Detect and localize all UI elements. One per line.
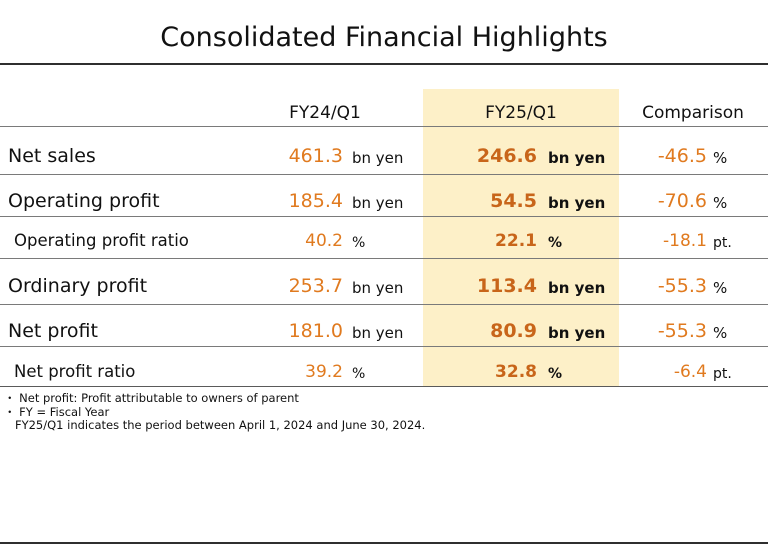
fy25-value: 246.6 bbox=[476, 145, 537, 167]
fy24-unit: % bbox=[352, 235, 366, 251]
fy24-value: 253.7 bbox=[288, 275, 343, 297]
comparison-unit: % bbox=[713, 324, 728, 342]
comparison-value: -46.5 bbox=[657, 145, 707, 167]
fy24-value: 185.4 bbox=[288, 190, 343, 212]
row-divider bbox=[0, 216, 768, 217]
row-divider bbox=[0, 346, 768, 347]
footnotes: ・ Net profit: Profit attributable to own… bbox=[4, 391, 426, 433]
column-header-fy24: FY24/Q1 bbox=[289, 103, 361, 123]
fy25-value: 22.1 bbox=[495, 231, 537, 251]
fy25-highlight-column bbox=[423, 89, 619, 386]
header-divider bbox=[0, 126, 768, 127]
column-header-fy25: FY25/Q1 bbox=[485, 103, 557, 123]
fy24-value: 461.3 bbox=[288, 145, 343, 167]
fy25-value: 54.5 bbox=[490, 190, 537, 212]
bottom-rule bbox=[0, 542, 768, 544]
comparison-value: -55.3 bbox=[657, 320, 707, 342]
fy24-unit: bn yen bbox=[352, 324, 404, 342]
row-divider bbox=[0, 174, 768, 175]
comparison-unit: % bbox=[713, 149, 728, 167]
footnote-period: FY25/Q1 indicates the period between Apr… bbox=[4, 418, 426, 432]
fy24-value: 181.0 bbox=[288, 320, 343, 342]
fy24-value: 39.2 bbox=[305, 362, 343, 382]
comparison-value: -70.6 bbox=[657, 190, 707, 212]
fy24-unit: bn yen bbox=[352, 194, 404, 212]
comparison-value: -6.4 bbox=[673, 362, 707, 382]
row-label: Net sales bbox=[8, 145, 96, 167]
comparison-unit: % bbox=[713, 194, 728, 212]
title-bar: Consolidated Financial Highlights bbox=[0, 0, 768, 65]
fy24-unit: bn yen bbox=[352, 279, 404, 297]
row-divider bbox=[0, 258, 768, 259]
row-label: Operating profit ratio bbox=[14, 231, 189, 250]
footnote-fy-definition: ・ FY = Fiscal Year bbox=[4, 404, 110, 419]
row-label: Net profit ratio bbox=[14, 362, 136, 381]
comparison-unit: pt. bbox=[713, 235, 732, 251]
fy25-unit: % bbox=[548, 366, 563, 382]
row-label: Operating profit bbox=[8, 190, 160, 212]
comparison-value: -18.1 bbox=[663, 231, 707, 251]
fy25-value: 113.4 bbox=[476, 275, 537, 297]
comparison-unit: % bbox=[713, 279, 728, 297]
fy24-unit: bn yen bbox=[352, 149, 404, 167]
row-divider bbox=[0, 304, 768, 305]
fy25-value: 32.8 bbox=[495, 362, 537, 382]
comparison-unit: pt. bbox=[713, 366, 732, 382]
comparison-value: -55.3 bbox=[657, 275, 707, 297]
fy25-unit: bn yen bbox=[548, 194, 606, 212]
row-label: Ordinary profit bbox=[8, 275, 148, 297]
footnote-net-profit: ・ Net profit: Profit attributable to own… bbox=[4, 391, 299, 405]
fy25-value: 80.9 bbox=[490, 320, 537, 342]
column-header-comparison: Comparison bbox=[642, 103, 744, 123]
fy24-unit: % bbox=[352, 366, 366, 382]
fy24-value: 40.2 bbox=[305, 231, 343, 251]
fy25-unit: bn yen bbox=[548, 279, 606, 297]
row-label: Net profit bbox=[8, 320, 98, 342]
fy25-unit: bn yen bbox=[548, 324, 606, 342]
table-bottom-rule bbox=[0, 386, 768, 387]
fy25-unit: bn yen bbox=[548, 149, 606, 167]
page-title: Consolidated Financial Highlights bbox=[160, 22, 608, 53]
fy25-unit: % bbox=[548, 235, 563, 251]
